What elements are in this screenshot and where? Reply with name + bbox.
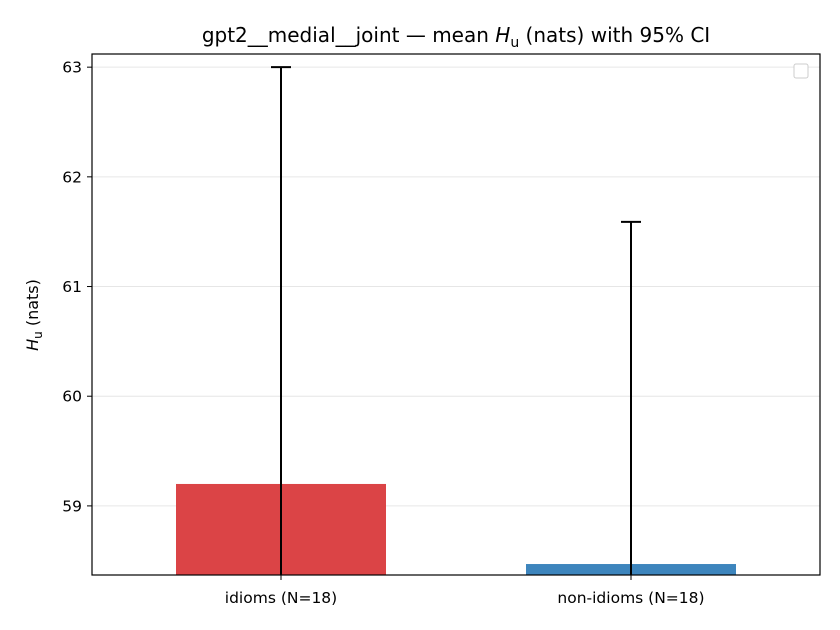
x-tick-label: non-idioms (N=18): [557, 589, 704, 607]
y-axis-ticks: 59 60 61 62 63: [62, 59, 92, 515]
y-tick-label: 59: [62, 497, 82, 515]
chart-title: gpt2__medial__joint — mean Hu (nats) wit…: [202, 23, 710, 51]
plot-frame: [91, 53, 821, 576]
y-tick-label: 60: [62, 388, 82, 406]
grid-lines: [92, 66, 820, 507]
y-axis-label: Hu (nats): [23, 279, 45, 351]
y-tick-label: 63: [62, 59, 82, 77]
y-tick-label: 62: [62, 168, 82, 186]
x-axis-ticks: idioms (N=18) non-idioms (N=18): [225, 575, 705, 607]
bars: [176, 483, 736, 575]
y-tick-label: 61: [62, 278, 82, 296]
legend-box: [793, 63, 809, 79]
error-bars: [271, 66, 641, 575]
x-tick-label: idioms (N=18): [225, 589, 337, 607]
